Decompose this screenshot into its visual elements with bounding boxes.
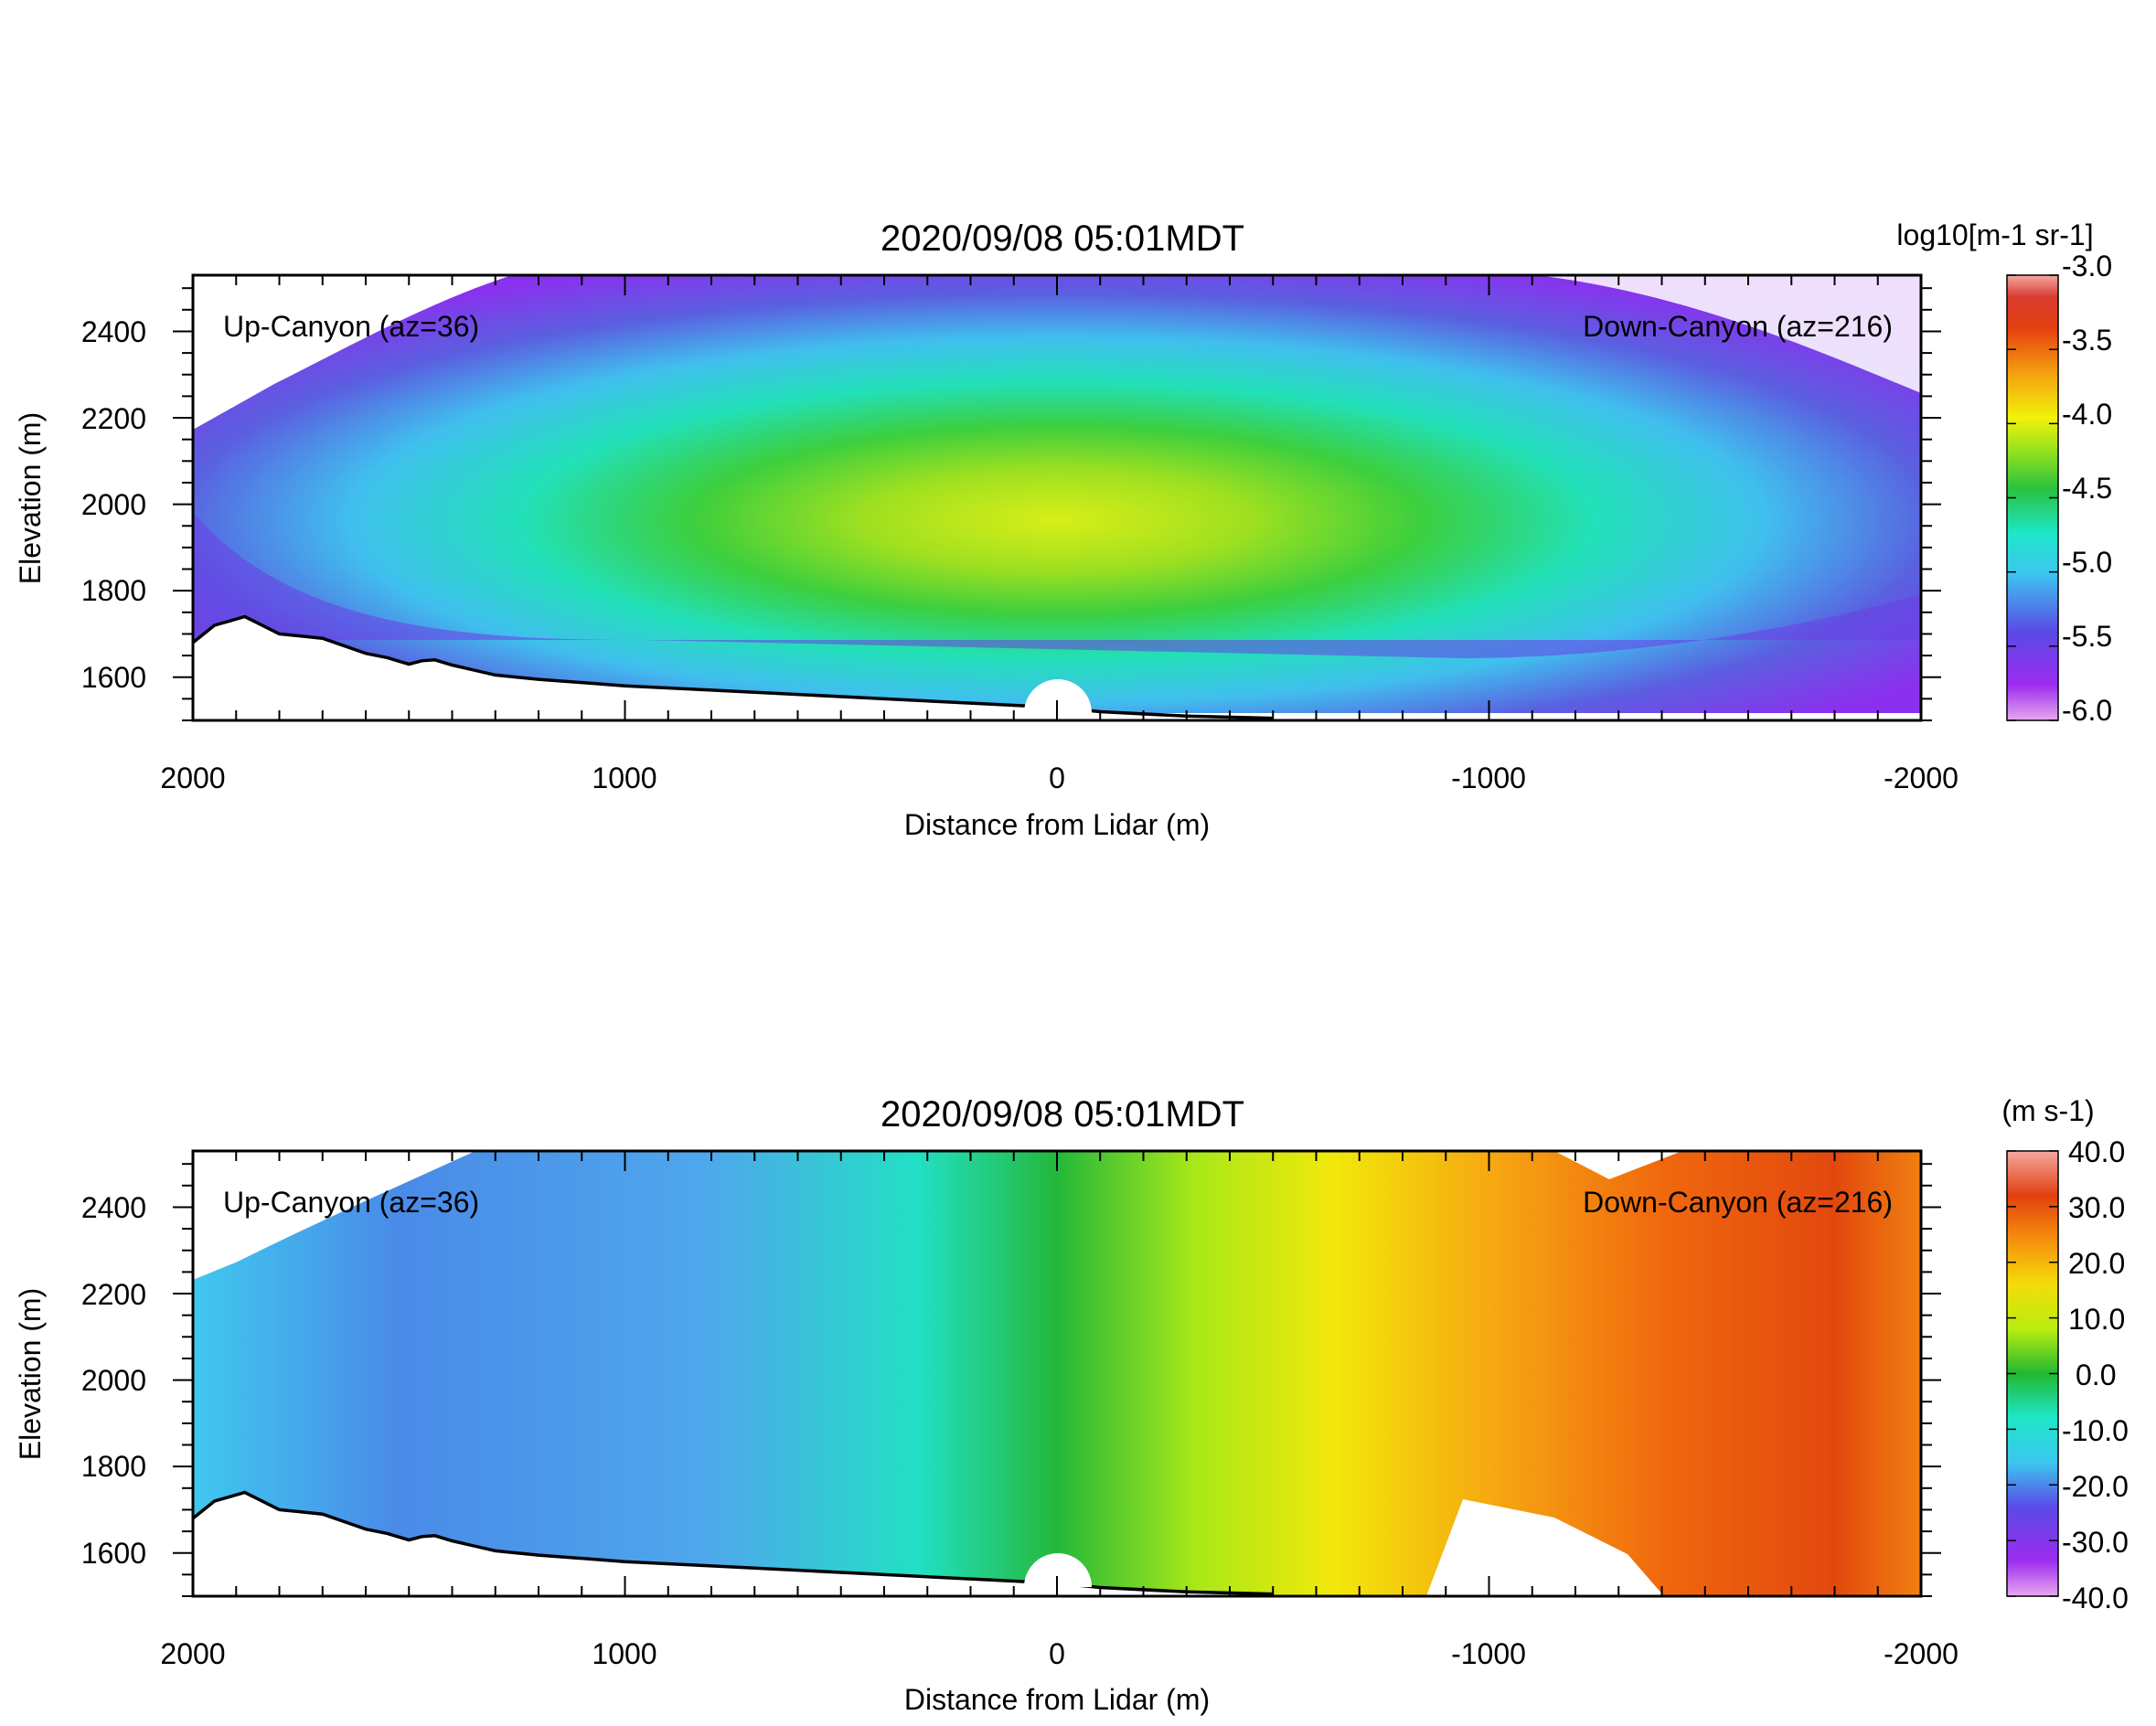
no-data-top-left xyxy=(193,1151,475,1280)
y-axis-label: Elevation (m) xyxy=(14,412,47,585)
backscatter-panel: 2020/09/08 05:01MDT Up-Canyon (az=36) Do… xyxy=(14,218,2112,841)
colorbar-tick-label: -5.0 xyxy=(2062,546,2112,579)
y-tick-label: 2400 xyxy=(81,315,146,348)
colorbar-tick-label: -6.0 xyxy=(2062,694,2112,727)
terrain-mask xyxy=(193,616,1274,720)
x-tick-label: 0 xyxy=(1049,762,1065,794)
annotation-down-canyon: Down-Canyon (az=216) xyxy=(1583,310,1893,343)
y-tick-label: 2000 xyxy=(81,1364,146,1397)
colorbar-tick-label: 20.0 xyxy=(2068,1247,2125,1280)
x-tick-label: -2000 xyxy=(1884,1637,1959,1670)
x-tick-label: 0 xyxy=(1049,1637,1065,1670)
x-tick-labels: 2000 1000 0 -1000 -2000 xyxy=(160,762,1959,794)
x-axis-label: Distance from Lidar (m) xyxy=(904,808,1210,841)
lidar-blind-zone xyxy=(1024,679,1092,713)
colorbar-tick-label: 30.0 xyxy=(2068,1191,2125,1224)
x-tick-label: 2000 xyxy=(160,762,225,794)
y-tick-label: 1800 xyxy=(81,574,146,607)
y-tick-label: 2400 xyxy=(81,1191,146,1224)
x-tick-label: 2000 xyxy=(160,1637,225,1670)
no-data-top-left xyxy=(193,275,512,430)
velocity-field xyxy=(193,1151,1921,1596)
y-tick-label: 1600 xyxy=(81,661,146,694)
annotation-up-canyon: Up-Canyon (az=36) xyxy=(223,310,479,343)
y-tick-labels: 1600 1800 2000 2200 2400 xyxy=(81,1191,146,1570)
colorbar-tick-label: -10.0 xyxy=(2062,1414,2129,1447)
y-tick-label: 1600 xyxy=(81,1537,146,1570)
x-tick-label: -1000 xyxy=(1451,1637,1526,1670)
colorbar-tick-label: -3.5 xyxy=(2062,324,2112,357)
colorbar: log10[m-1 sr-1] -3.0 -3.5 -4.0 -4.5 -5.0… xyxy=(1896,218,2112,727)
radial-velocity-panel: 2020/09/08 05:01MDT Up-Canyon (az=36) Do… xyxy=(14,1094,2129,1716)
purple-edge-region xyxy=(193,439,1921,658)
colorbar-tick-label: -30.0 xyxy=(2062,1526,2129,1559)
plot-area xyxy=(193,1151,1921,1596)
colorbar-label: (m s-1) xyxy=(2001,1094,2094,1127)
y-tick-label: 2200 xyxy=(81,1278,146,1311)
colorbar-tick-label: 0.0 xyxy=(2076,1358,2116,1391)
colorbar-tick-label: -5.5 xyxy=(2062,620,2112,653)
x-axis-label: Distance from Lidar (m) xyxy=(904,1683,1210,1716)
colorbar-ticks xyxy=(2007,274,2058,721)
colorbar-tick-label: -3.0 xyxy=(2062,250,2112,282)
y-axis-label: Elevation (m) xyxy=(14,1288,47,1461)
colorbar-tick-label: -40.0 xyxy=(2062,1582,2129,1614)
x-tick-label: 1000 xyxy=(592,1637,656,1670)
x-tick-label: -2000 xyxy=(1884,762,1959,794)
chart-title: 2020/09/08 05:01MDT xyxy=(881,1094,1244,1135)
no-data-top-right xyxy=(1554,1151,1682,1179)
terrain-mask xyxy=(193,1492,1274,1596)
colorbar-tick-label: -4.0 xyxy=(2062,398,2112,431)
y-tick-label: 2000 xyxy=(81,488,146,521)
no-data-top-right xyxy=(1536,275,1921,393)
axis-ticks xyxy=(173,275,1941,721)
x-tick-label: -1000 xyxy=(1451,762,1526,794)
y-tick-label: 2200 xyxy=(81,402,146,435)
colorbar-tick-label: -20.0 xyxy=(2062,1470,2129,1503)
lidar-blind-zone xyxy=(1024,1553,1092,1587)
axis-ticks xyxy=(173,1151,1941,1597)
chart-title: 2020/09/08 05:01MDT xyxy=(881,218,1244,259)
x-tick-labels: 2000 1000 0 -1000 -2000 xyxy=(160,1637,1959,1670)
terrain-line xyxy=(193,614,1274,720)
terrain-line xyxy=(193,1490,1274,1596)
y-tick-labels: 1600 1800 2000 2200 2400 xyxy=(81,315,146,694)
colorbar-ticks xyxy=(2007,1150,2058,1597)
annotation-down-canyon: Down-Canyon (az=216) xyxy=(1583,1186,1893,1219)
colorbar-tick-label: 10.0 xyxy=(2068,1303,2125,1336)
annotation-up-canyon: Up-Canyon (az=36) xyxy=(223,1186,479,1219)
y-tick-label: 1800 xyxy=(81,1450,146,1483)
no-data-lower-right xyxy=(1426,1499,1664,1596)
colorbar-label: log10[m-1 sr-1] xyxy=(1896,218,2093,251)
x-tick-label: 1000 xyxy=(592,762,656,794)
colorbar: (m s-1) 40.0 30.0 20.0 10.0 0.0 -10.0 -2… xyxy=(2001,1094,2129,1614)
colorbar-tick-label: -4.5 xyxy=(2062,472,2112,505)
colorbar-tick-label: 40.0 xyxy=(2068,1135,2125,1168)
